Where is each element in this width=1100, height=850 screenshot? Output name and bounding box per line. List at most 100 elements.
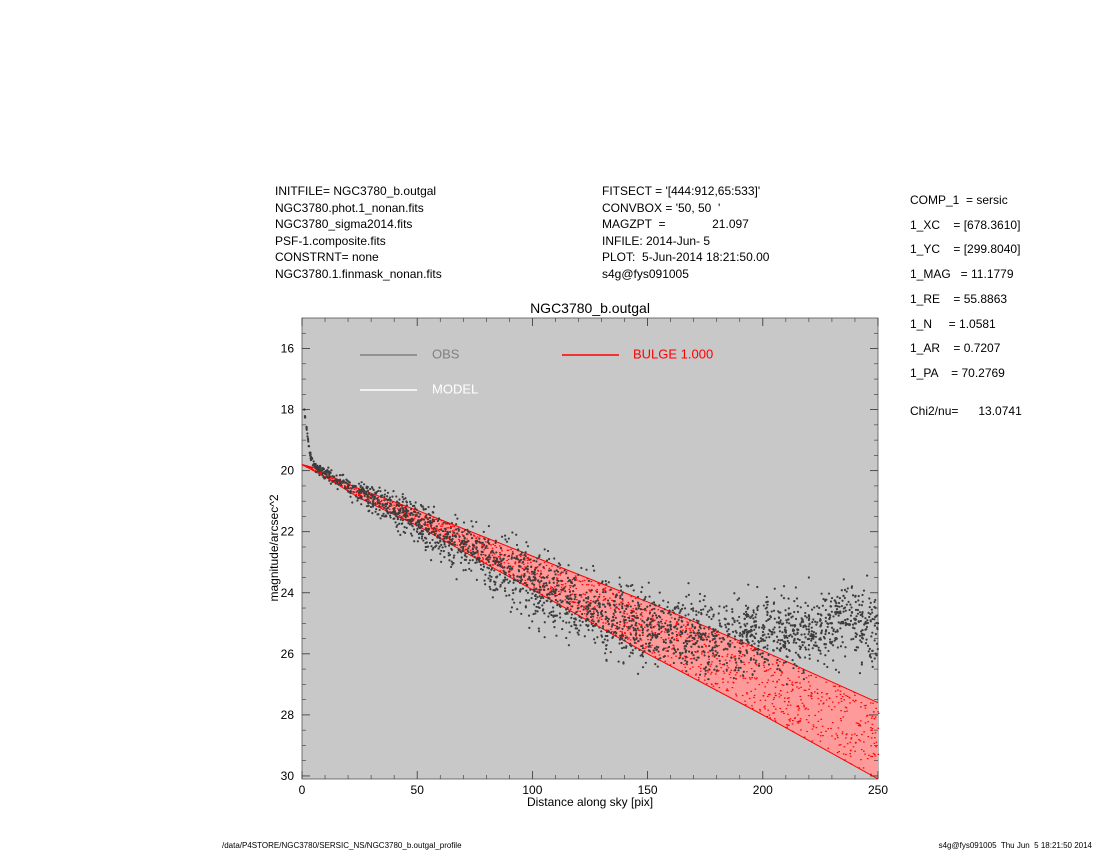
obs-point <box>603 638 606 641</box>
bulge-model-point <box>679 627 682 629</box>
obs-point <box>384 489 387 492</box>
obs-point <box>601 627 605 630</box>
obs-point <box>759 640 763 643</box>
bulge-model-point <box>797 667 800 670</box>
obs-point <box>681 651 684 655</box>
obs-point <box>453 554 456 557</box>
obs-point <box>802 671 805 674</box>
obs-point <box>534 577 537 580</box>
bulge-model-point <box>786 697 789 699</box>
obs-point <box>873 605 876 609</box>
obs-point <box>560 579 563 582</box>
bulge-model-point <box>353 488 356 490</box>
obs-point <box>773 617 776 620</box>
obs-point <box>727 628 730 631</box>
obs-point <box>686 660 689 663</box>
obs-point <box>594 622 598 625</box>
bulge-model-point <box>684 666 687 668</box>
obs-point <box>383 506 386 509</box>
bulge-model-point <box>839 717 842 720</box>
obs-point <box>704 666 708 669</box>
obs-point <box>621 591 624 594</box>
obs-point <box>514 588 517 591</box>
obs-point <box>524 567 528 570</box>
bulge-model-point <box>850 737 853 739</box>
obs-point <box>540 579 543 583</box>
bulge-model-point <box>355 488 357 490</box>
obs-point <box>521 587 525 590</box>
bulge-model-point <box>796 721 799 723</box>
obs-point <box>841 641 844 644</box>
obs-point <box>410 508 413 511</box>
obs-point <box>457 529 460 532</box>
obs-point <box>421 533 425 536</box>
obs-point <box>374 510 377 513</box>
obs-point <box>810 630 813 633</box>
bulge-model-point <box>627 617 629 619</box>
obs-point <box>605 615 608 618</box>
obs-point <box>475 578 478 582</box>
obs-point <box>623 615 626 619</box>
obs-point <box>400 516 403 519</box>
obs-point <box>448 542 451 545</box>
obs-point <box>623 639 626 642</box>
obs-point <box>812 630 816 634</box>
obs-point <box>793 639 796 642</box>
bulge-model-point <box>426 517 429 519</box>
obs-point <box>793 624 796 627</box>
obs-point <box>834 604 837 608</box>
obs-point <box>726 630 729 633</box>
bulge-model-point <box>819 735 822 737</box>
obs-point <box>552 576 556 579</box>
obs-point <box>842 594 845 598</box>
obs-point <box>440 543 443 546</box>
obs-point <box>488 585 491 588</box>
bulge-model-point <box>685 628 688 630</box>
obs-point <box>371 500 375 503</box>
bulge-model-point <box>834 690 837 692</box>
bulge-model-point <box>588 589 590 591</box>
obs-point <box>662 599 665 602</box>
bulge-model-point <box>710 673 712 675</box>
bulge-model-point <box>585 610 588 612</box>
obs-point <box>318 464 322 467</box>
obs-point <box>807 615 811 618</box>
obs-point <box>417 515 420 518</box>
bulge-model-point <box>818 703 820 705</box>
bulge-model-point <box>753 694 756 697</box>
obs-point <box>552 615 555 618</box>
bulge-model-point <box>782 711 784 713</box>
obs-point <box>637 607 640 610</box>
obs-point <box>481 541 484 544</box>
obs-point <box>807 633 810 636</box>
bulge-model-point <box>827 728 829 730</box>
bulge-model-point <box>799 721 801 723</box>
obs-point <box>820 622 823 625</box>
obs-point <box>866 574 869 577</box>
obs-point <box>843 606 847 609</box>
obs-point <box>573 597 576 601</box>
bulge-model-point <box>576 599 578 601</box>
bulge-model-point <box>444 522 447 524</box>
bulge-model-point <box>357 494 360 497</box>
bulge-model-point <box>871 729 873 731</box>
obs-point <box>662 647 666 650</box>
obs-point <box>629 651 632 654</box>
obs-point <box>707 655 710 658</box>
obs-point <box>440 549 443 552</box>
bulge-model-point <box>770 675 773 677</box>
bulge-model-point <box>873 753 876 756</box>
obs-point <box>515 557 518 560</box>
bulge-model-point <box>721 663 724 666</box>
obs-point <box>389 498 392 502</box>
obs-point <box>635 616 638 619</box>
obs-point <box>420 518 423 521</box>
obs-point <box>858 634 862 637</box>
obs-point <box>803 633 806 636</box>
obs-point <box>452 562 455 565</box>
y-tick-label: 16 <box>281 342 295 356</box>
bulge-model-point <box>404 513 406 515</box>
obs-point <box>607 581 610 584</box>
obs-point <box>545 581 548 585</box>
bulge-model-point <box>613 608 616 611</box>
